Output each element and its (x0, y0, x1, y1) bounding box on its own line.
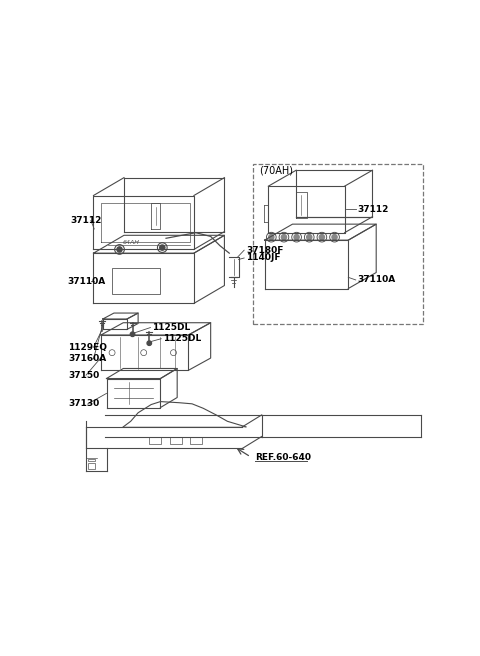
Circle shape (117, 247, 122, 252)
Bar (88, 463, 96, 469)
Text: 37180F: 37180F (246, 246, 283, 255)
Text: 1140JF: 1140JF (246, 253, 280, 262)
Bar (149, 438, 161, 444)
Text: 64AH: 64AH (122, 240, 139, 245)
Circle shape (269, 235, 274, 239)
Circle shape (147, 341, 152, 346)
Bar (170, 438, 181, 444)
Text: 37110A: 37110A (67, 277, 106, 285)
Text: 1129EQ: 1129EQ (68, 343, 107, 352)
Text: REF.60-640: REF.60-640 (255, 453, 312, 462)
Circle shape (130, 332, 135, 337)
Circle shape (294, 235, 299, 239)
Circle shape (319, 235, 324, 239)
Bar (88, 459, 96, 461)
Text: 1125DL: 1125DL (152, 323, 191, 332)
Text: 37110A: 37110A (358, 276, 396, 285)
Circle shape (332, 235, 337, 239)
Bar (253, 164, 423, 324)
Circle shape (307, 235, 312, 239)
Bar (112, 268, 160, 294)
Text: 37150: 37150 (68, 371, 99, 380)
Text: 37130: 37130 (68, 400, 99, 408)
Bar (190, 438, 202, 444)
Circle shape (160, 245, 165, 250)
Text: 37112: 37112 (71, 216, 102, 225)
Text: 37160A: 37160A (68, 354, 107, 363)
Text: 1125DL: 1125DL (163, 334, 202, 343)
Text: (70AH): (70AH) (259, 166, 293, 176)
Circle shape (281, 235, 287, 239)
Text: 37112: 37112 (358, 205, 389, 214)
